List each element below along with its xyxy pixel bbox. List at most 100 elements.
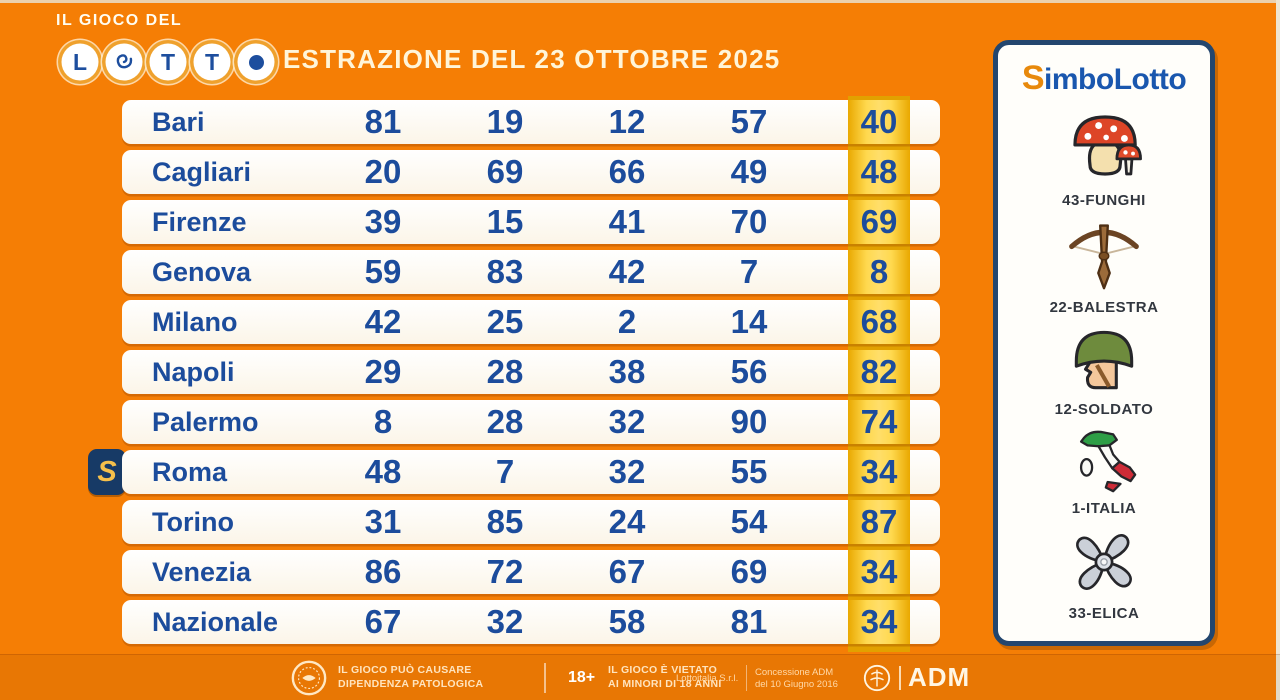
drawn-number: 57 (730, 103, 768, 140)
wheel-name: Roma (152, 456, 228, 487)
drawn-number: 28 (486, 353, 524, 390)
drawn-number: 56 (730, 353, 768, 390)
crossbow-icon (1069, 224, 1139, 290)
drawn-number: 38 (608, 353, 646, 390)
drawn-number: 20 (364, 153, 402, 190)
wheel-name: Palermo (152, 406, 259, 437)
drawn-number: 32 (486, 603, 524, 640)
logo-letter-l: L (64, 46, 96, 78)
drawn-number: 7 (739, 253, 759, 290)
footer-bar: IL GIOCO PUÒ CAUSARE DIPENDENZA PATOLOGI… (0, 654, 1280, 700)
adm-label: ADM (908, 662, 971, 692)
wheel-name: Nazionale (152, 606, 279, 637)
drawn-number: 54 (730, 503, 768, 540)
drawn-number: 72 (486, 553, 524, 590)
drawn-number: 31 (364, 503, 402, 540)
drawn-number: 32 (608, 403, 646, 440)
company-name: Lottoitalia S.r.l. (676, 673, 739, 684)
wheel-name: Firenze (152, 206, 247, 237)
symbol-label: 43-FUNGHI (1062, 191, 1146, 209)
logo-letter-t1: T (152, 46, 184, 78)
drawn-number: 8 (373, 403, 393, 440)
concession-text: Concessione ADM del 10 Giugno 2016 (755, 667, 838, 691)
drawn-number: 69 (486, 153, 524, 190)
symbol-label: 33-ELICA (1068, 605, 1140, 623)
drawn-number: 42 (364, 303, 402, 340)
drawn-number: 70 (730, 203, 768, 240)
logo-circles: L T T (58, 46, 278, 78)
drawn-number: 19 (486, 103, 524, 140)
drawn-number-highlighted: 69 (848, 200, 910, 244)
simbolotto-symbol-italia: 1-ITALIA (1067, 427, 1141, 517)
drawn-number: 90 (730, 403, 768, 440)
drawn-number: 25 (486, 303, 524, 340)
wheel-name: Bari (152, 106, 205, 137)
propeller-icon (1076, 534, 1132, 591)
drawn-number-highlighted: 68 (848, 300, 910, 344)
simbolotto-title: SimboLotto (1021, 59, 1187, 97)
drawn-number: 69 (730, 553, 768, 590)
drawn-number: 2 (617, 303, 637, 340)
drawn-number-highlighted: 34 (848, 450, 910, 494)
soldier-icon (1074, 331, 1134, 390)
drawn-number: 28 (486, 403, 524, 440)
drawn-number: 66 (608, 153, 646, 190)
drawn-number: 39 (364, 203, 402, 240)
warning-dependency: IL GIOCO PUÒ CAUSARE DIPENDENZA PATOLOGI… (338, 664, 484, 690)
drawn-number-highlighted: 40 (848, 100, 910, 144)
lotto-logo: IL GIOCO DEL L T T (48, 12, 278, 78)
drawn-number: 83 (486, 253, 524, 290)
drawn-number: 81 (730, 603, 768, 640)
top-edge-strip (0, 0, 1280, 3)
drawn-number-highlighted: 48 (848, 150, 910, 194)
drawn-number: 24 (608, 503, 646, 540)
simbolotto-symbol-elica: 33-ELICA (1065, 526, 1143, 622)
symbol-label: 22-BALESTRA (1049, 298, 1159, 316)
simbolotto-symbol-funghi: 43-FUNGHI (1061, 107, 1147, 209)
table-row: Torino 31 85 24 54 87 (122, 500, 940, 544)
table-row: Bari 81 19 12 57 40 (122, 100, 940, 144)
simbolotto-symbols: 43-FUNGHI 22-BALESTRA (1004, 98, 1204, 631)
drawn-number-highlighted: 34 (848, 600, 910, 644)
drawn-number-highlighted: 34 (848, 550, 910, 594)
table-row: Roma 48 7 32 55 34 (122, 450, 940, 494)
table-row: Firenze 39 15 41 70 69 (122, 200, 940, 244)
table-row: Palermo 8 28 32 90 74 (122, 400, 940, 444)
drawn-number: 12 (608, 103, 646, 140)
drawn-number: 29 (364, 353, 402, 390)
symbol-label: 1-ITALIA (1071, 500, 1137, 518)
simbolotto-panel: SimboLotto 43-FUNGHI (993, 40, 1215, 646)
age-18-badge: 18+ (568, 669, 596, 686)
simbolotto-wheel-marker: S (88, 449, 126, 495)
drawn-number: 49 (730, 153, 768, 190)
drawn-number: 81 (364, 103, 402, 140)
adm-emblem-icon (863, 664, 891, 691)
drawn-number-highlighted: 8 (848, 250, 910, 294)
wheel-name: Torino (152, 506, 234, 537)
wheel-name: Genova (152, 256, 252, 287)
drawn-number: 85 (486, 503, 524, 540)
drawn-number: 42 (608, 253, 646, 290)
wheel-name: Napoli (152, 356, 235, 387)
drawn-number: 67 (364, 603, 402, 640)
logo-letter-t2: T (196, 46, 228, 78)
adm-logo: ADM (862, 662, 970, 693)
logo-spiral-o-icon (108, 46, 140, 78)
drawn-number: 7 (495, 453, 515, 490)
drawn-number: 55 (730, 453, 768, 490)
drawn-number-highlighted: 87 (848, 500, 910, 544)
drawn-number: 14 (730, 303, 768, 340)
footer-divider (746, 665, 747, 691)
wheel-name: Cagliari (152, 156, 252, 187)
warning-minors: IL GIOCO È VIETATO AI MINORI DI 18 ANNI (608, 664, 722, 690)
drawn-number-highlighted: 74 (848, 400, 910, 444)
drawn-number: 86 (364, 553, 402, 590)
drawn-number: 59 (364, 253, 402, 290)
wheel-name: Venezia (152, 556, 252, 587)
table-row: Genova 59 83 42 7 8 (122, 250, 940, 294)
drawn-number: 58 (608, 603, 646, 640)
drawn-number: 32 (608, 453, 646, 490)
drawn-number: 67 (608, 553, 646, 590)
simbolotto-symbol-soldato: 12-SOLDATO (1055, 324, 1154, 418)
